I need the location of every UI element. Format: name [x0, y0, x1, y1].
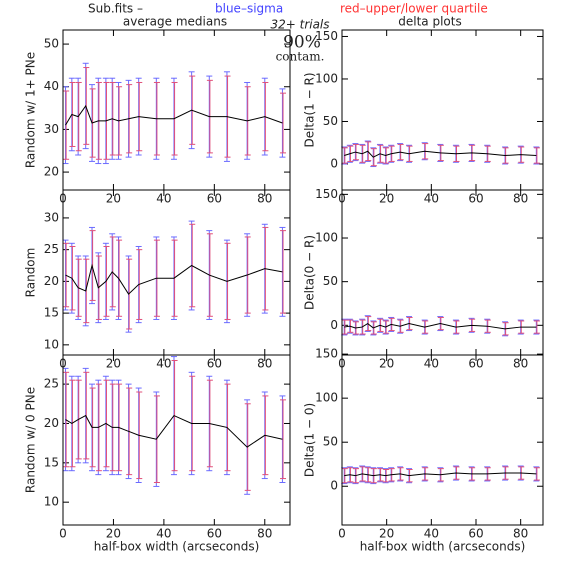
x-tick-label: 80	[513, 357, 528, 371]
x-tick-label: 60	[207, 357, 222, 371]
contam-label: contam.	[276, 50, 325, 64]
quartile-bar	[280, 92, 287, 154]
y-tick-label: 100	[315, 391, 338, 405]
x-tick-label: 80	[513, 527, 528, 541]
quartile-bar	[103, 245, 110, 317]
quartile-bar	[280, 230, 287, 314]
x-tick-label: 20	[379, 357, 394, 371]
panel-frame	[341, 354, 544, 526]
panel-frame	[62, 29, 291, 191]
quartile-bar	[69, 245, 76, 311]
contam-value: 90%	[283, 33, 321, 53]
right-title: delta plots	[398, 15, 461, 29]
left-title: average medians	[123, 15, 227, 29]
x-tick-label: 60	[468, 192, 483, 206]
x-tick-label: 20	[379, 527, 394, 541]
y-tick-label: 50	[323, 435, 338, 449]
x-tick-label: 60	[468, 527, 483, 541]
y-tick-label: 15	[44, 306, 59, 320]
quartile-bar	[83, 67, 90, 145]
y-axis-label: Random w/ 0 PNe	[24, 387, 38, 493]
y-tick-label: 25	[44, 377, 59, 391]
x-tick-label: 60	[468, 357, 483, 371]
y-axis-label: Delta(1 − 0)	[303, 403, 317, 477]
y-tick-label: 150	[315, 29, 338, 43]
x-tick-label: 0	[59, 527, 67, 541]
median-line	[65, 263, 283, 295]
y-tick-label: 50	[44, 37, 59, 51]
quartile-bar	[83, 371, 90, 460]
quartile-bar	[89, 230, 96, 301]
panel-frame	[62, 354, 291, 526]
y-axis-label: Random	[24, 248, 38, 298]
x-tick-label: 80	[257, 192, 272, 206]
x-tick-label: 40	[156, 192, 171, 206]
median-line	[344, 150, 537, 158]
median-line	[65, 414, 283, 448]
x-tick-label: 40	[424, 357, 439, 371]
y-tick-label: 15	[44, 455, 59, 469]
x-axis-label: half-box width (arcseconds)	[360, 540, 526, 554]
legend-blue: blue–sigma	[215, 2, 283, 16]
x-tick-label: 20	[106, 527, 121, 541]
x-tick-label: 60	[207, 527, 222, 541]
y-tick-label: 150	[315, 347, 338, 361]
x-tick-label: 40	[156, 357, 171, 371]
legend-prefix: Sub.fits –	[88, 2, 143, 16]
quartile-bar	[533, 467, 540, 481]
y-tick-label: 0	[330, 318, 338, 332]
median-line	[344, 472, 537, 477]
y-tick-label: 40	[44, 79, 59, 93]
y-tick-label: 100	[315, 231, 338, 245]
x-axis-label: half-box width (arcseconds)	[94, 540, 260, 554]
x-tick-label: 20	[106, 357, 121, 371]
y-axis-label: Random w/ 1+ PNe	[24, 52, 38, 168]
quartile-bar	[280, 399, 287, 480]
y-axis-label: Delta(1 − R)	[303, 72, 317, 147]
trials-label: 32+ trials	[270, 18, 329, 32]
x-tick-label: 40	[424, 527, 439, 541]
y-tick-label: 10	[44, 337, 59, 351]
y-tick-label: 20	[44, 416, 59, 430]
x-tick-label: 0	[338, 527, 346, 541]
y-tick-label: 0	[330, 156, 338, 170]
x-tick-label: 40	[424, 192, 439, 206]
x-tick-label: 20	[106, 192, 121, 206]
x-tick-label: 40	[156, 527, 171, 541]
x-tick-label: 80	[257, 357, 272, 371]
quartile-bar	[533, 320, 540, 334]
quartile-bar	[533, 147, 540, 164]
y-tick-label: 20	[44, 165, 59, 179]
legend-red: red–upper/lower quartile	[340, 2, 488, 16]
y-tick-label: 25	[44, 242, 59, 256]
y-axis-label: Delta(0 − R)	[303, 235, 317, 310]
x-tick-label: 60	[207, 192, 222, 206]
y-tick-label: 50	[323, 114, 338, 128]
y-tick-label: 10	[44, 495, 59, 509]
y-tick-label: 30	[44, 210, 59, 224]
x-tick-label: 80	[513, 192, 528, 206]
y-tick-label: 150	[315, 187, 338, 201]
median-line	[344, 322, 537, 330]
x-tick-label: 20	[379, 192, 394, 206]
y-tick-label: 0	[330, 479, 338, 493]
y-tick-label: 20	[44, 274, 59, 288]
x-tick-label: 80	[257, 527, 272, 541]
quartile-bar	[63, 90, 70, 160]
y-tick-label: 50	[323, 274, 338, 288]
quartile-bar	[83, 258, 90, 324]
quartile-bar	[116, 239, 123, 317]
median-line	[65, 104, 283, 126]
y-tick-label: 100	[315, 71, 338, 85]
y-tick-label: 30	[44, 122, 59, 136]
panel-frame	[62, 189, 291, 356]
